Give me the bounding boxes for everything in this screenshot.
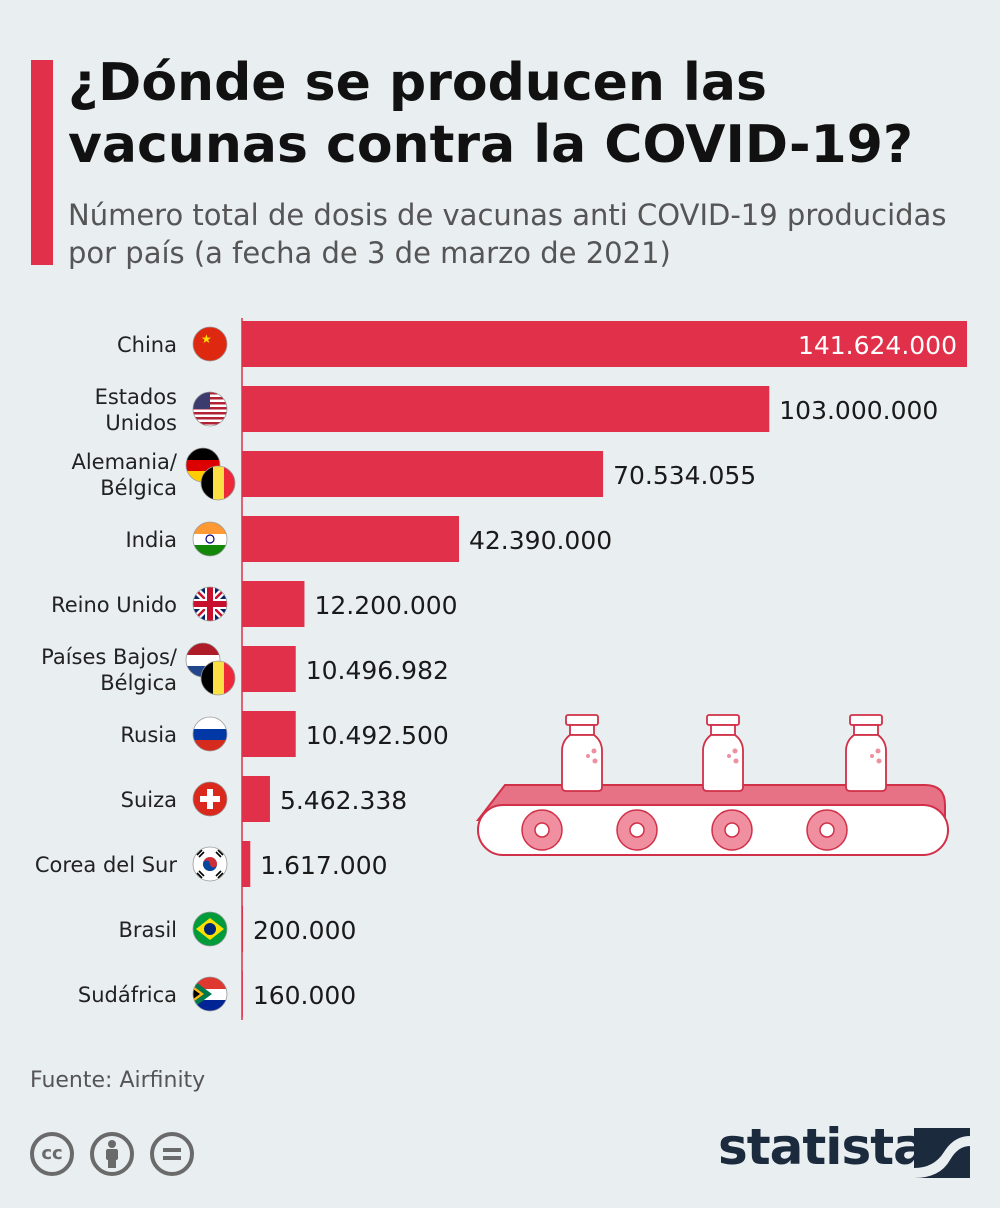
title-accent-bar bbox=[31, 60, 53, 265]
uk-flag-icon bbox=[192, 586, 228, 622]
category-label: Corea del Sur bbox=[35, 853, 178, 877]
category-label: China bbox=[117, 333, 177, 357]
value-label: 141.624.000 bbox=[798, 331, 957, 360]
russia-flag-icon bbox=[192, 716, 228, 752]
chart-subtitle: Número total de dosis de vacunas anti CO… bbox=[68, 198, 947, 270]
category-label: Suiza bbox=[121, 788, 177, 812]
category-label: Brasil bbox=[118, 918, 177, 942]
value-label: 1.617.000 bbox=[260, 851, 387, 880]
category-label: Unidos bbox=[105, 411, 177, 435]
south-africa-flag-icon bbox=[192, 976, 228, 1012]
value-label: 10.496.982 bbox=[306, 656, 449, 685]
switzerland-flag-icon bbox=[192, 781, 228, 817]
statista-logo[interactable]: statista bbox=[718, 1118, 927, 1176]
bar bbox=[242, 841, 251, 887]
conveyor-illustration bbox=[475, 714, 949, 856]
bar bbox=[242, 711, 296, 757]
chart-title: ¿Dónde se producen las vacunas contra la… bbox=[68, 53, 914, 175]
india-flag-icon bbox=[192, 521, 228, 557]
belgium-flag-icon bbox=[200, 465, 236, 501]
no-derivatives-icon[interactable] bbox=[150, 1132, 194, 1176]
category-label: India bbox=[125, 528, 177, 552]
bar bbox=[242, 971, 243, 1017]
category-label: Rusia bbox=[120, 723, 177, 747]
value-label: 70.534.055 bbox=[613, 461, 756, 490]
usa-flag-icon bbox=[192, 391, 228, 427]
netherlands-belgium-flag-icon bbox=[185, 642, 236, 696]
cc-icon[interactable]: cc bbox=[30, 1132, 74, 1176]
category-label: Bélgica bbox=[100, 671, 177, 695]
category-label: Reino Unido bbox=[51, 593, 177, 617]
bar bbox=[242, 451, 604, 497]
bar bbox=[242, 386, 770, 432]
germany-belgium-flag-icon bbox=[185, 447, 236, 501]
category-label: Sudáfrica bbox=[78, 983, 177, 1007]
bar bbox=[242, 321, 967, 367]
bar bbox=[242, 906, 244, 952]
value-label: 10.492.500 bbox=[306, 721, 449, 750]
bar bbox=[242, 516, 460, 562]
category-label: Alemania/ bbox=[71, 450, 177, 474]
bar bbox=[242, 581, 305, 627]
value-label: 200.000 bbox=[253, 916, 356, 945]
value-label: 42.390.000 bbox=[469, 526, 612, 555]
source-note: Fuente: Airfinity bbox=[30, 1068, 206, 1093]
south-korea-flag-icon bbox=[192, 846, 228, 882]
bar bbox=[242, 776, 270, 822]
bar bbox=[242, 646, 296, 692]
svg-text:★: ★ bbox=[201, 332, 212, 346]
category-label: Estados bbox=[95, 385, 177, 409]
category-label: Bélgica bbox=[100, 476, 177, 500]
category-label: Países Bajos/ bbox=[41, 645, 178, 669]
attribution-icon[interactable] bbox=[90, 1132, 134, 1176]
belgium-flag-icon bbox=[200, 660, 236, 696]
value-label: 160.000 bbox=[253, 981, 356, 1010]
value-label: 12.200.000 bbox=[314, 591, 457, 620]
china-flag-icon: ★ bbox=[192, 326, 228, 362]
value-label: 5.462.338 bbox=[280, 786, 407, 815]
brazil-flag-icon bbox=[192, 911, 228, 947]
value-label: 103.000.000 bbox=[779, 396, 938, 425]
statista-logo-mark-icon bbox=[914, 1128, 970, 1178]
